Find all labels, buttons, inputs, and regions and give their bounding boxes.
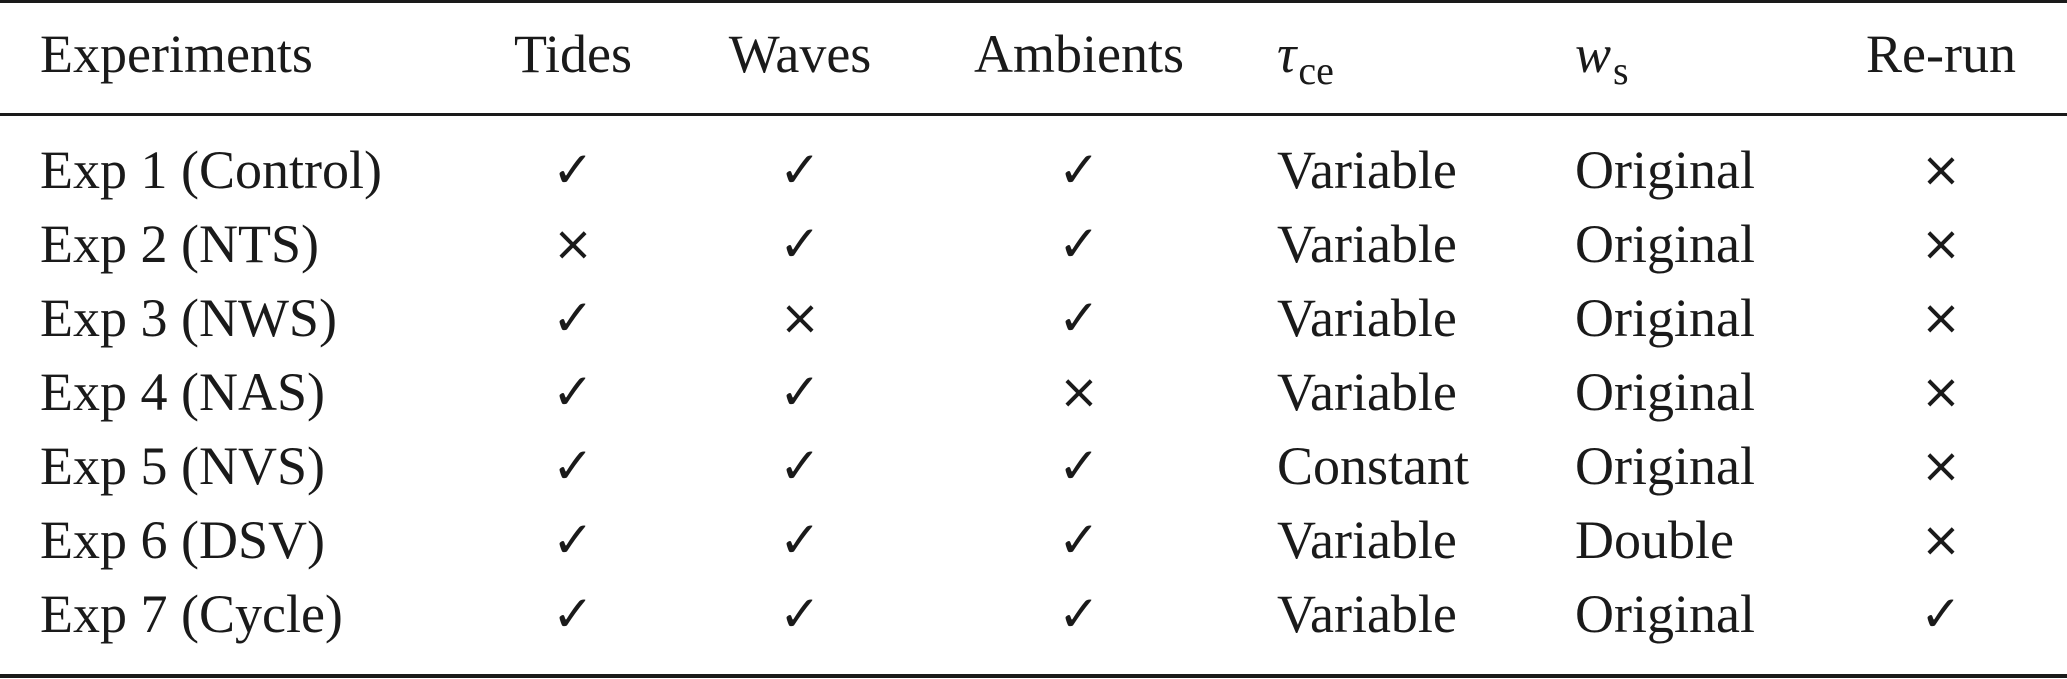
cell-waves: ✓	[779, 141, 821, 199]
cell-experiment: Exp 4 (NAS)	[40, 362, 325, 422]
cell-experiment: Exp 3 (NWS)	[40, 288, 337, 348]
cell-ambients: ✓	[1058, 437, 1100, 495]
cell-ws: Double	[1575, 510, 1734, 570]
cell-ws: Original	[1575, 584, 1755, 644]
cell-tides: ×	[552, 216, 594, 272]
cell-tides: ✓	[552, 437, 594, 495]
cell-rerun: ×	[1920, 216, 1962, 272]
tau-subscript: ce	[1298, 48, 1334, 93]
table-bottom-rule	[0, 674, 2067, 678]
cell-waves: ✓	[779, 437, 821, 495]
cell-tau-ce: Variable	[1277, 510, 1457, 570]
header-ambients: Ambients	[974, 24, 1184, 84]
cell-experiment: Exp 2 (NTS)	[40, 214, 319, 274]
cell-tides: ✓	[552, 289, 594, 347]
header-experiments: Experiments	[40, 24, 313, 84]
header-tides: Tides	[513, 24, 633, 84]
cell-rerun: ×	[1920, 290, 1962, 346]
cell-rerun: ✓	[1920, 585, 1962, 643]
header-tau-ce: τce	[1277, 22, 1334, 93]
cell-tides: ✓	[552, 141, 594, 199]
header-ws: ws	[1575, 22, 1629, 93]
header-waves: Waves	[728, 24, 872, 84]
cell-ambients: ✓	[1058, 511, 1100, 569]
cell-ambients: ✓	[1058, 215, 1100, 273]
cell-tides: ✓	[552, 511, 594, 569]
cell-experiment: Exp 1 (Control)	[40, 140, 382, 200]
cell-ws: Original	[1575, 362, 1755, 422]
cell-ws: Original	[1575, 436, 1755, 496]
ws-symbol: w	[1575, 24, 1612, 84]
cell-waves: ×	[779, 290, 821, 346]
cell-ambients: ✓	[1058, 289, 1100, 347]
cell-tau-ce: Variable	[1277, 140, 1457, 200]
cell-waves: ✓	[779, 215, 821, 273]
cell-rerun: ×	[1920, 364, 1962, 420]
cell-rerun: ×	[1920, 438, 1962, 494]
ws-subscript: s	[1613, 48, 1629, 93]
cell-waves: ✓	[779, 585, 821, 643]
cell-tau-ce: Variable	[1277, 362, 1457, 422]
cell-waves: ✓	[779, 511, 821, 569]
table-header-rule	[0, 113, 2067, 116]
cell-tides: ✓	[552, 585, 594, 643]
cell-tau-ce: Variable	[1277, 288, 1457, 348]
cell-tau-ce: Constant	[1277, 436, 1470, 496]
header-rerun: Re-run	[1866, 24, 2016, 84]
cell-ambients: ✓	[1058, 141, 1100, 199]
cell-ambients: ×	[1058, 364, 1100, 420]
table-top-rule	[0, 0, 2067, 3]
cell-ambients: ✓	[1058, 585, 1100, 643]
cell-tau-ce: Variable	[1277, 584, 1457, 644]
cell-ws: Original	[1575, 288, 1755, 348]
cell-waves: ✓	[779, 363, 821, 421]
cell-ws: Original	[1575, 214, 1755, 274]
cell-experiment: Exp 6 (DSV)	[40, 510, 325, 570]
cell-tau-ce: Variable	[1277, 214, 1457, 274]
cell-rerun: ×	[1920, 142, 1962, 198]
cell-experiment: Exp 5 (NVS)	[40, 436, 325, 496]
cell-ws: Original	[1575, 140, 1755, 200]
cell-experiment: Exp 7 (Cycle)	[40, 584, 343, 644]
cell-rerun: ×	[1920, 512, 1962, 568]
tau-symbol: τ	[1277, 24, 1297, 84]
cell-tides: ✓	[552, 363, 594, 421]
